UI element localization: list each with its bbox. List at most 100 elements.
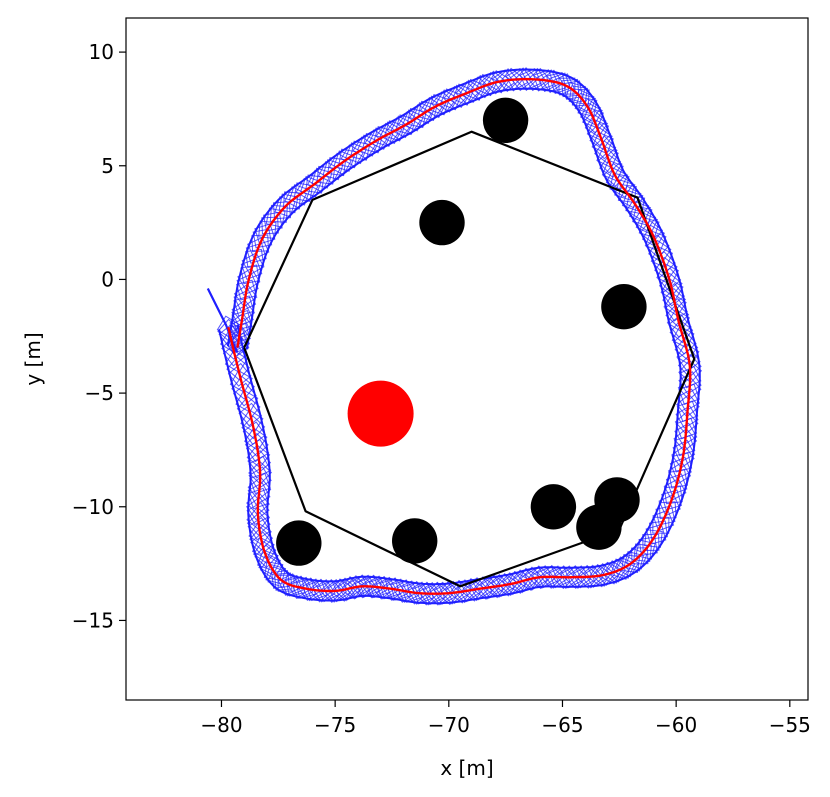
- footprint-square: [635, 539, 656, 560]
- footprint-square: [532, 69, 555, 91]
- target-point: [347, 380, 414, 447]
- footprint-square: [233, 295, 255, 317]
- footprint-square: [316, 165, 336, 185]
- footprint-square: [224, 349, 248, 374]
- footprint-square: [317, 160, 341, 184]
- footprint-square: [246, 511, 271, 536]
- footprint-square: [240, 264, 261, 285]
- footprint-square: [625, 196, 650, 220]
- footprint-square: [602, 163, 627, 187]
- footprint-square: [246, 502, 270, 526]
- footprint-square: [235, 389, 259, 413]
- footprint-square: [236, 273, 259, 296]
- footprint-square: [246, 506, 271, 531]
- footprint-square: [631, 547, 649, 565]
- footprint-square: [524, 566, 548, 590]
- footprint-square: [251, 234, 269, 253]
- footprint-square: [677, 388, 701, 412]
- footprint-square: [248, 460, 273, 485]
- footprint-square: [364, 129, 388, 153]
- footprint-square: [247, 236, 270, 260]
- y-tick-label: −10: [72, 495, 114, 519]
- footprint-square: [586, 118, 610, 142]
- footprint-square: [669, 319, 694, 344]
- footprint-square: [601, 159, 624, 182]
- footprint-square: [439, 88, 462, 111]
- x-tick-label: −80: [200, 713, 242, 737]
- footprint-square: [655, 505, 676, 526]
- footprint-square: [648, 239, 672, 264]
- x-tick-label: −75: [314, 713, 356, 737]
- footprint-square: [247, 482, 271, 506]
- footprint-square: [658, 501, 677, 520]
- y-axis-ticks: 10 5 0 −5 −10 −15: [72, 40, 126, 632]
- footprint-square: [618, 185, 642, 209]
- footprint-square: [455, 81, 480, 105]
- footprint-square: [307, 169, 330, 193]
- footprint-square: [327, 157, 347, 177]
- footprint-square: [379, 121, 403, 145]
- footprint-square: [644, 529, 663, 548]
- footprint-square: [254, 544, 279, 569]
- footprint-square: [254, 223, 276, 245]
- footprint-square: [638, 216, 660, 238]
- footprint-square: [632, 207, 657, 232]
- footprint-square: [247, 516, 271, 541]
- footprint-edge-outer: [236, 87, 682, 586]
- footprint-square: [596, 145, 619, 169]
- x-axis-ticks: −80 −75 −70 −65 −60 −55: [200, 700, 811, 737]
- footprint-square: [328, 152, 352, 176]
- footprint-square: [540, 69, 564, 94]
- footprint-square: [539, 564, 564, 589]
- footprint-square: [265, 207, 286, 228]
- y-tick-label: −15: [72, 608, 114, 632]
- y-axis-label: y [m]: [21, 332, 45, 385]
- footprint-square: [428, 93, 450, 116]
- footprint-square: [661, 489, 683, 511]
- y-tick-label: 5: [101, 154, 114, 178]
- footprint-square: [395, 114, 416, 136]
- obstacle-point: [392, 518, 438, 564]
- footprint-square: [261, 216, 279, 235]
- footprint-square: [238, 402, 263, 427]
- footprint-square: [368, 576, 390, 598]
- x-tick-label: −60: [655, 713, 697, 737]
- footprint-square: [663, 293, 687, 317]
- footprint-square: [592, 135, 617, 160]
- footprint-square: [563, 565, 588, 590]
- y-tick-label: 0: [101, 267, 114, 291]
- footprint-square: [347, 575, 371, 599]
- footprint-square: [383, 120, 406, 142]
- obstacle-point: [576, 504, 622, 550]
- footprint-square: [305, 174, 325, 194]
- obstacle-point: [530, 484, 577, 530]
- footprint-square: [623, 550, 645, 572]
- obstacle-point: [482, 97, 529, 143]
- footprint-square: [675, 405, 699, 429]
- footprint-square: [546, 72, 567, 93]
- footprint-square: [665, 303, 690, 327]
- footprint-square: [665, 473, 688, 495]
- footprint-square: [500, 67, 525, 92]
- x-tick-label: −70: [428, 713, 470, 737]
- footprint-square: [419, 96, 444, 121]
- footprint-square: [258, 220, 277, 239]
- footprint-square: [284, 186, 307, 209]
- footprint-square: [654, 256, 678, 281]
- footprint-square: [247, 449, 272, 474]
- footprint-square: [645, 524, 667, 545]
- footprint-square: [285, 576, 306, 597]
- footprint-square: [673, 434, 696, 457]
- axes-frame: [125, 17, 809, 701]
- footprint-square: [245, 242, 267, 264]
- executed-path: [227, 77, 692, 595]
- footprint-square: [373, 125, 395, 147]
- footprint-square: [233, 289, 257, 312]
- footprint-square: [227, 332, 249, 354]
- footprint-square: [463, 78, 486, 101]
- footprint-square: [666, 308, 691, 332]
- plot-marks: [206, 67, 703, 606]
- footprint-square: [245, 248, 265, 268]
